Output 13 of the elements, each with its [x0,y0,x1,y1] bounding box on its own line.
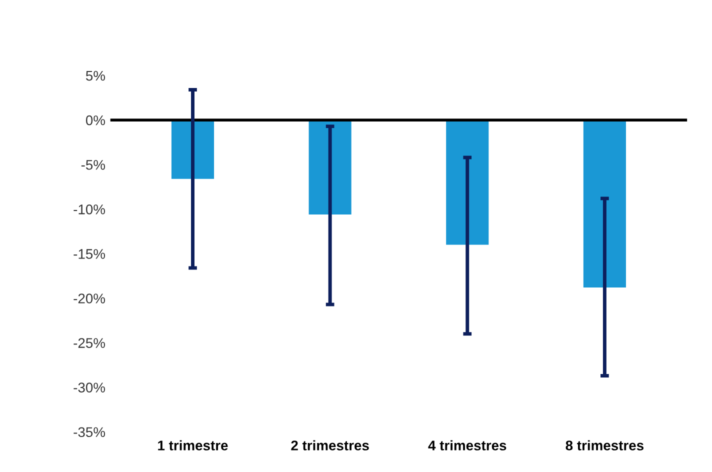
y-tick-label: 0% [86,115,106,126]
y-tick-label: -15% [74,249,106,259]
y-tick-label: -5% [81,160,106,170]
x-tick-label: 4 trimestres [428,440,506,450]
x-tick-label: 8 trimestres [566,440,644,450]
y-tick-label: -20% [74,294,106,304]
x-tick-label: 1 trimestre [158,440,228,450]
y-tick-label: 5% [86,70,106,81]
y-tick-label: -35% [74,427,106,438]
y-tick-label: -30% [74,382,106,393]
y-tick-label: -25% [74,338,106,348]
y-tick-label: -10% [74,204,106,214]
x-tick-label: 2 trimestres [291,440,369,450]
